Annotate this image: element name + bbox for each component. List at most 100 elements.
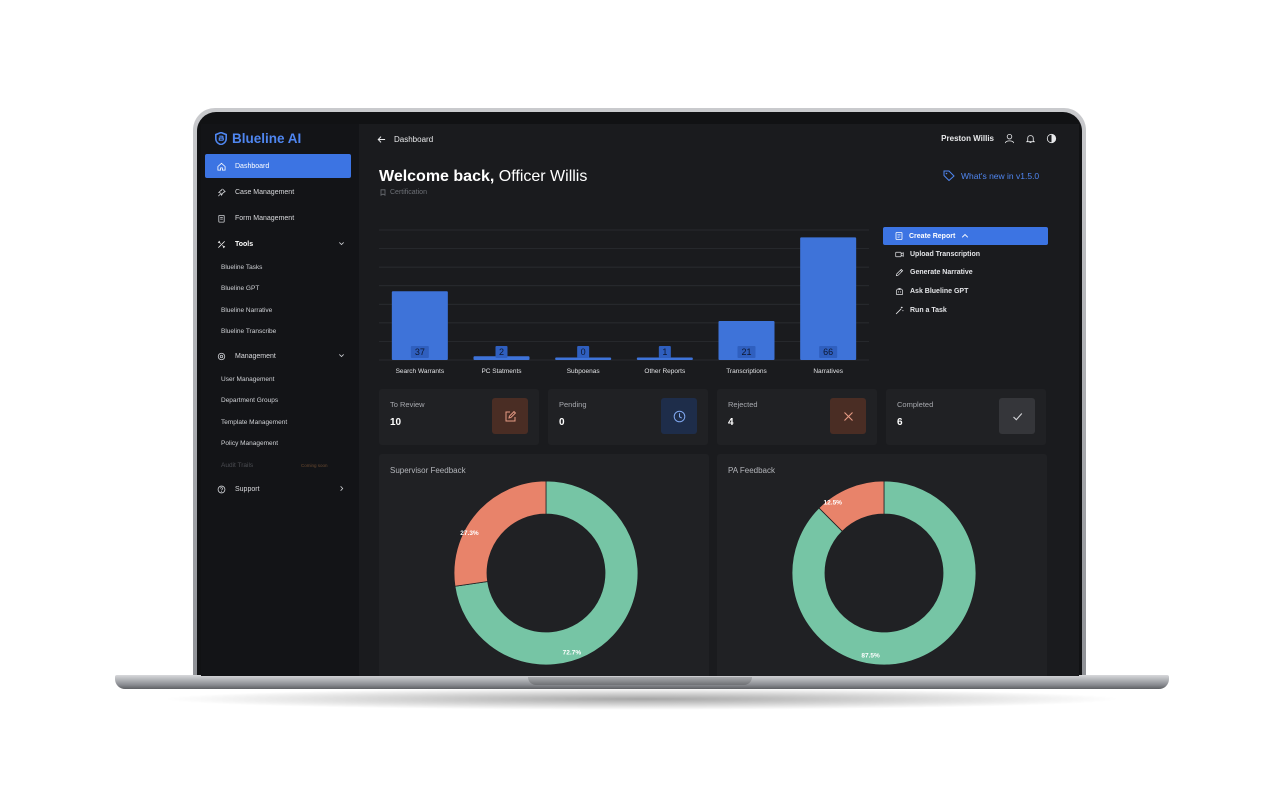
coming-soon-badge: Coming soon — [301, 463, 328, 468]
certification-label: Certification — [380, 189, 427, 196]
action-label: Run a Task — [910, 307, 947, 314]
sidebar-item-label: Support — [235, 485, 260, 493]
chart-value-badge — [577, 346, 590, 358]
chart-bar[interactable] — [718, 321, 775, 360]
generate-narrative-action[interactable]: Generate Narrative — [895, 268, 973, 277]
chevron-up-icon — [962, 233, 969, 238]
sidebar-item-case-management[interactable]: Case Management — [205, 180, 351, 204]
user-name[interactable]: Preston Willis — [941, 134, 994, 143]
chart-data-label: 2 — [499, 347, 504, 357]
chart-category-label: Subpoenas — [567, 368, 601, 375]
chart-bar[interactable] — [555, 357, 612, 361]
stat-label: Pending — [559, 400, 587, 409]
breadcrumb[interactable]: Dashboard — [377, 135, 433, 144]
stat-value: 10 — [390, 417, 402, 428]
stat-value: 0 — [559, 417, 565, 428]
stat-card-to-review[interactable]: To Review 10 — [379, 389, 539, 445]
whats-new-link[interactable]: What's new in v1.5.0 — [943, 170, 1039, 181]
stat-label: To Review — [390, 400, 425, 409]
clock-icon — [673, 410, 685, 422]
chevron-right-icon — [340, 486, 344, 491]
sidebar-item-tools[interactable]: Tools — [205, 232, 351, 256]
chart-data-label: 1 — [662, 347, 667, 357]
sidebar-subitem-blueline-gpt[interactable]: Blueline GPT — [221, 285, 260, 292]
tools-icon — [217, 240, 226, 248]
sidebar-item-form-management[interactable]: Form Management — [205, 206, 351, 230]
home-icon — [217, 162, 226, 171]
sidebar-subitem-audit-trails: Audit Trails — [221, 462, 254, 469]
badge-icon — [380, 189, 386, 196]
bell-icon[interactable] — [1025, 133, 1036, 144]
chart-grid — [379, 229, 869, 361]
chevron-down-icon — [339, 354, 344, 358]
breadcrumb-label: Dashboard — [394, 135, 434, 144]
sidebar-item-label: Management — [235, 352, 276, 360]
main-content: Dashboard Preston Willis Welcome back, O… — [359, 124, 1079, 676]
check-icon — [1012, 412, 1022, 420]
user-icon[interactable] — [1004, 133, 1015, 144]
chart-category-label: Narratives — [813, 368, 843, 375]
shield-logo-icon — [215, 132, 227, 145]
sidebar-item-support[interactable]: Support — [205, 477, 351, 501]
stat-icon-box — [661, 398, 697, 434]
wand-icon — [895, 306, 904, 315]
robot-icon — [895, 288, 904, 296]
topbar-user-area: Preston Willis — [941, 133, 1057, 144]
sidebar-subitem-blueline-transcribe[interactable]: Blueline Transcribe — [221, 328, 277, 335]
stat-icon-box — [492, 398, 528, 434]
sidebar-item-label: Form Management — [235, 214, 295, 222]
stat-icon-box — [830, 398, 866, 434]
sidebar-item-management[interactable]: Management — [205, 344, 351, 368]
donut-slice[interactable] — [453, 480, 547, 587]
stat-card-rejected[interactable]: Rejected 4 — [717, 389, 877, 445]
chart-bar[interactable] — [391, 291, 448, 360]
x-icon — [843, 411, 853, 421]
sidebar-item-label: Tools — [235, 240, 254, 248]
page-title: Welcome back, Officer Willis — [379, 168, 587, 186]
stat-card-completed[interactable]: Completed 6 — [886, 389, 1046, 445]
brand-logo[interactable]: Blueline AI — [215, 131, 301, 146]
donut-percent-label: 72.7% — [563, 649, 582, 656]
certification-text: Certification — [390, 189, 427, 196]
run-a-task-action[interactable]: Run a Task — [895, 306, 947, 315]
chevron-down-icon — [339, 242, 344, 246]
stat-icon-box — [999, 398, 1035, 434]
help-icon — [217, 485, 226, 493]
sidebar: Blueline AI Dashboard Case Management Fo… — [201, 124, 359, 676]
sidebar-subitem-blueline-narrative[interactable]: Blueline Narrative — [221, 307, 273, 314]
welcome-officer-name: Officer Willis — [498, 168, 588, 185]
arrow-left-icon[interactable] — [377, 135, 386, 144]
document-icon — [895, 232, 903, 240]
sidebar-item-dashboard[interactable]: Dashboard — [205, 154, 351, 178]
stat-label: Completed — [897, 400, 934, 409]
chart-bars: 37 Search Warrants 2 PC Statments 0 Subpoenas… — [391, 237, 857, 375]
ask-blueline-gpt-action[interactable]: Ask Blueline GPT — [895, 287, 968, 296]
app-screen: Blueline AI Dashboard Case Management Fo… — [201, 124, 1079, 676]
chart-bar[interactable] — [473, 356, 530, 360]
create-report-button[interactable]: Create Report — [883, 227, 1048, 245]
brand-name: Blueline AI — [232, 131, 302, 146]
video-upload-icon — [895, 251, 904, 258]
laptop-notch — [528, 677, 752, 685]
chart-value-badge — [658, 346, 671, 358]
chart-bar[interactable] — [800, 237, 857, 360]
chart-data-label: 0 — [581, 347, 586, 357]
sidebar-subitem-template-management[interactable]: Template Management — [221, 419, 288, 426]
supervisor-feedback-card: Supervisor Feedback 72.7% 27.3% — [379, 454, 709, 676]
sidebar-subitem-user-management[interactable]: User Management — [221, 376, 275, 383]
theme-toggle-icon[interactable] — [1046, 133, 1057, 144]
sidebar-subitem-blueline-tasks[interactable]: Blueline Tasks — [221, 264, 263, 271]
action-label: Upload Transcription — [910, 251, 981, 258]
card-title: Supervisor Feedback — [390, 466, 466, 475]
donut-slice[interactable] — [791, 480, 977, 666]
tag-icon — [943, 170, 955, 181]
chart-category-label: PC Statments — [481, 368, 522, 375]
chart-bar[interactable] — [636, 357, 693, 361]
donut-slice[interactable] — [454, 480, 639, 666]
upload-transcription-action[interactable]: Upload Transcription — [895, 250, 980, 259]
stat-card-pending[interactable]: Pending 0 — [548, 389, 708, 445]
donut-slice[interactable] — [818, 480, 885, 532]
sidebar-subitem-department-groups[interactable]: Department Groups — [221, 397, 279, 404]
sidebar-subitem-policy-management[interactable]: Policy Management — [221, 440, 279, 447]
chart-category-label: Transcriptions — [726, 368, 767, 375]
